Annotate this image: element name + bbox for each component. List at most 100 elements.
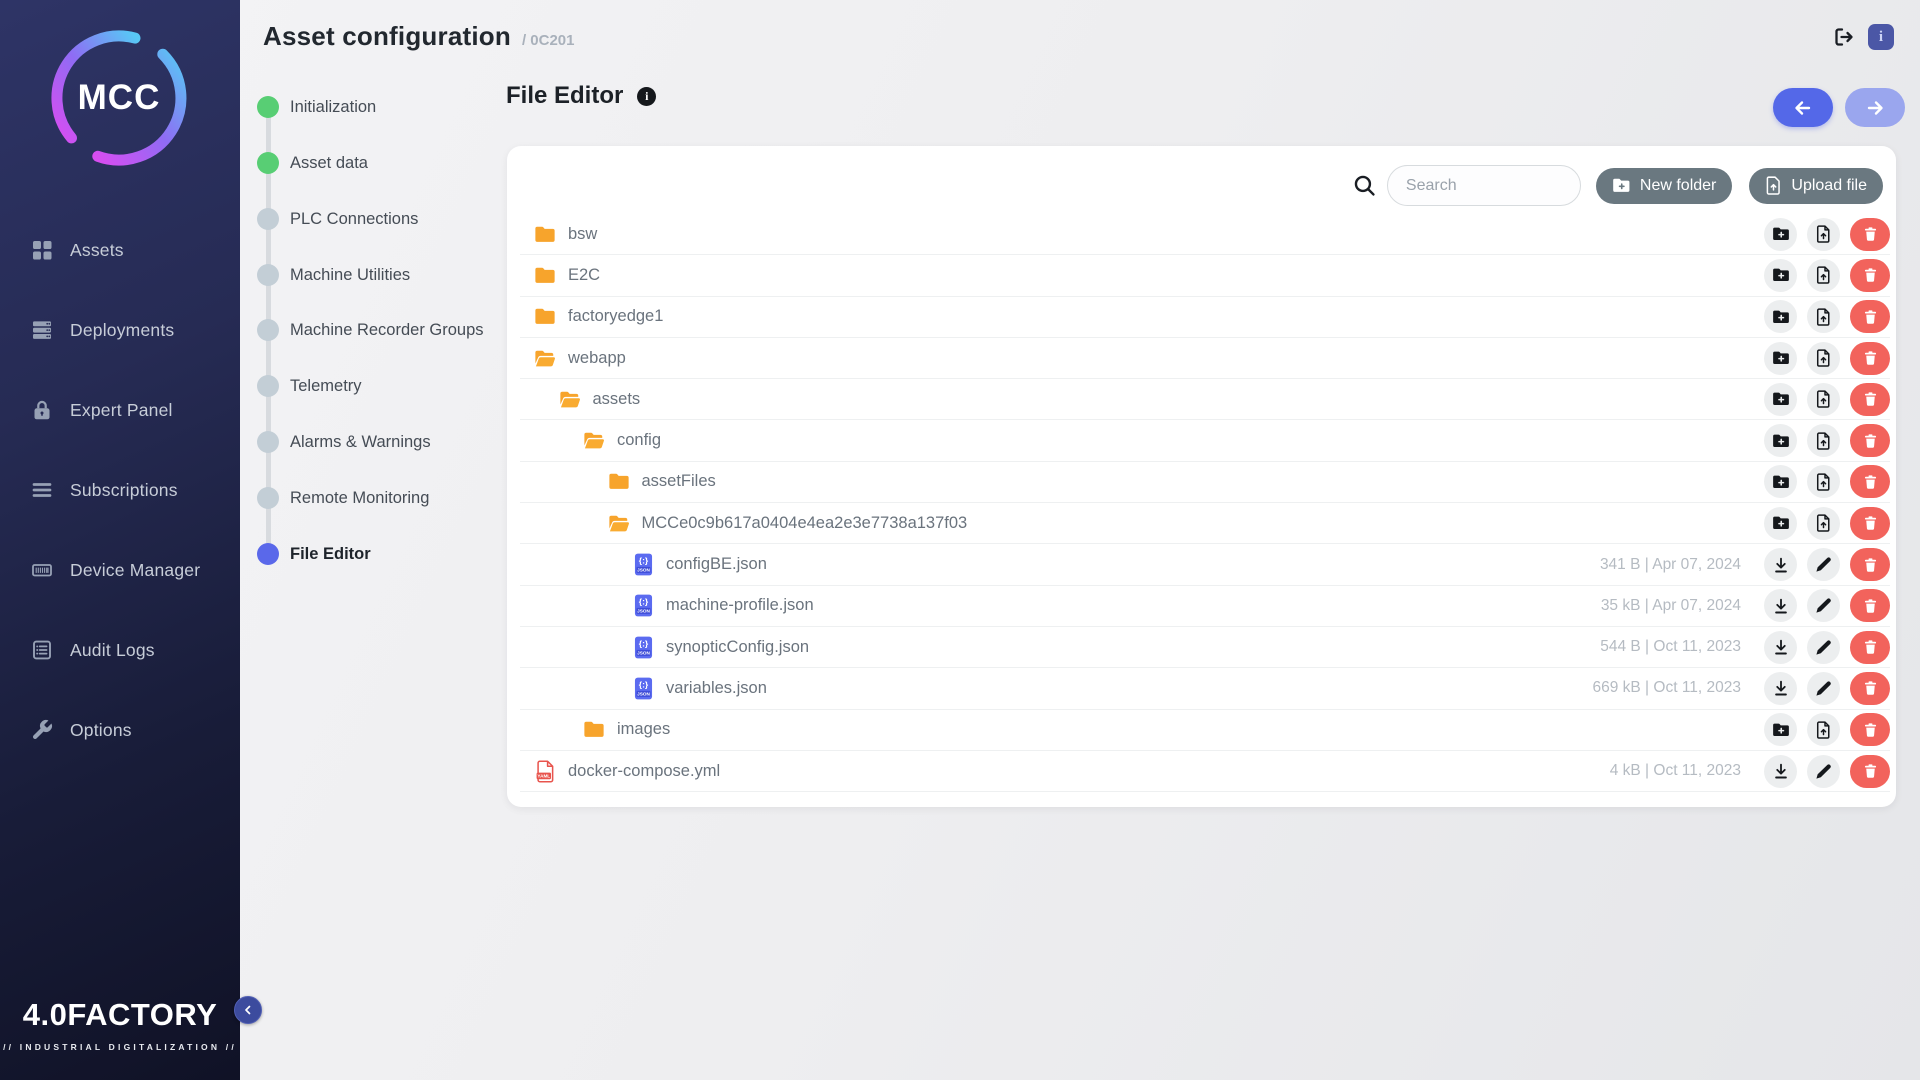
file-name[interactable]: assets — [592, 389, 641, 408]
file-name[interactable]: assetFiles — [641, 472, 716, 491]
delete-button[interactable] — [1850, 548, 1890, 582]
edit-button[interactable] — [1807, 589, 1840, 623]
json-file-icon: {:} JSON — [632, 635, 654, 659]
upload-to-folder-button[interactable] — [1807, 382, 1840, 416]
row-actions — [1754, 465, 1890, 499]
file-name[interactable]: configBE.json — [666, 555, 767, 574]
step-asset-data[interactable]: Asset data — [257, 152, 368, 174]
edit-button[interactable] — [1807, 754, 1840, 788]
add-subfolder-button[interactable] — [1764, 382, 1797, 416]
upload-to-folder-button[interactable] — [1807, 713, 1840, 747]
yaml-file-icon: YAML — [534, 759, 556, 783]
sidebar-item-deployments[interactable]: Deployments — [0, 308, 240, 352]
download-button[interactable] — [1764, 671, 1797, 705]
folder-plus-icon — [1772, 351, 1789, 365]
delete-button[interactable] — [1850, 258, 1890, 292]
step-remote-monitoring[interactable]: Remote Monitoring — [257, 487, 429, 509]
delete-button[interactable] — [1850, 754, 1890, 788]
file-upload-icon — [1816, 721, 1830, 739]
step-dot — [257, 96, 279, 118]
delete-button[interactable] — [1850, 465, 1890, 499]
step-dot — [257, 208, 279, 230]
sidebar-item-subscriptions[interactable]: Subscriptions — [0, 468, 240, 512]
edit-button[interactable] — [1807, 630, 1840, 664]
step-file-editor[interactable]: File Editor — [257, 543, 371, 565]
add-subfolder-button[interactable] — [1764, 300, 1797, 334]
next-step-button[interactable] — [1845, 88, 1905, 127]
add-subfolder-button[interactable] — [1764, 341, 1797, 375]
step-machine-utilities[interactable]: Machine Utilities — [257, 264, 410, 286]
file-name[interactable]: MCCe0c9b617a0404e4ea2e3e7738a137f03 — [641, 513, 968, 532]
step-plc-connections[interactable]: PLC Connections — [257, 208, 418, 230]
file-row: {:} JSON YAML machine-profile.json 35 kB… — [520, 586, 1890, 627]
add-subfolder-button[interactable] — [1764, 713, 1797, 747]
file-name[interactable]: synopticConfig.json — [666, 637, 810, 656]
delete-button[interactable] — [1850, 506, 1890, 540]
file-name[interactable]: config — [617, 431, 662, 450]
step-telemetry[interactable]: Telemetry — [257, 375, 362, 397]
delete-button[interactable] — [1850, 382, 1890, 416]
svg-text:{:}: {:} — [638, 679, 648, 689]
file-name[interactable]: machine-profile.json — [666, 596, 814, 615]
sidebar-item-options[interactable]: Options — [0, 708, 240, 752]
upload-to-folder-button[interactable] — [1807, 258, 1840, 292]
step-alarms-warnings[interactable]: Alarms & Warnings — [257, 431, 431, 453]
file-name[interactable]: factoryedge1 — [568, 307, 664, 326]
delete-button[interactable] — [1850, 713, 1890, 747]
download-button[interactable] — [1764, 630, 1797, 664]
download-button[interactable] — [1764, 589, 1797, 623]
upload-to-folder-button[interactable] — [1807, 341, 1840, 375]
upload-to-folder-button[interactable] — [1807, 217, 1840, 251]
sidebar-collapse-button[interactable] — [234, 996, 262, 1024]
sidebar-item-assets[interactable]: Assets — [0, 228, 240, 272]
logout-button[interactable] — [1831, 24, 1857, 50]
step-machine-recorder-groups[interactable]: Machine Recorder Groups — [257, 319, 484, 341]
file-name[interactable]: bsw — [568, 224, 598, 243]
arrow-right-icon — [1867, 100, 1883, 115]
edit-button[interactable] — [1807, 671, 1840, 705]
file-row: {:} JSON YAML docker-compose.yml 4 kB | … — [520, 751, 1890, 793]
file-name[interactable]: E2C — [568, 265, 601, 284]
upload-to-folder-button[interactable] — [1807, 424, 1840, 458]
delete-button[interactable] — [1850, 300, 1890, 334]
upload-to-folder-button[interactable] — [1807, 506, 1840, 540]
edit-button[interactable] — [1807, 548, 1840, 582]
add-subfolder-button[interactable] — [1764, 217, 1797, 251]
file-name[interactable]: images — [617, 720, 671, 739]
delete-button[interactable] — [1850, 630, 1890, 664]
upload-to-folder-button[interactable] — [1807, 300, 1840, 334]
search-input[interactable] — [1386, 165, 1581, 206]
step-initialization[interactable]: Initialization — [257, 96, 376, 118]
sidebar-item-label: Options — [70, 719, 132, 740]
folder-icon — [534, 222, 556, 246]
section-info-icon[interactable]: i — [637, 86, 657, 106]
folder-plus-icon — [1772, 723, 1789, 736]
delete-button[interactable] — [1850, 671, 1890, 705]
download-button[interactable] — [1764, 548, 1797, 582]
add-subfolder-button[interactable] — [1764, 424, 1797, 458]
file-name[interactable]: webapp — [568, 348, 626, 367]
svg-text:JSON: JSON — [637, 691, 650, 696]
file-meta: 35 kB | Apr 07, 2024 — [1600, 596, 1741, 614]
delete-button[interactable] — [1850, 217, 1890, 251]
file-name[interactable]: docker-compose.yml — [568, 761, 721, 780]
delete-button[interactable] — [1850, 424, 1890, 458]
sidebar-item-audit-logs[interactable]: Audit Logs — [0, 628, 240, 672]
delete-button[interactable] — [1850, 589, 1890, 623]
download-button[interactable] — [1764, 754, 1797, 788]
add-subfolder-button[interactable] — [1764, 465, 1797, 499]
upload-to-folder-button[interactable] — [1807, 465, 1840, 499]
upload-file-button[interactable]: Upload file — [1749, 167, 1883, 204]
file-name[interactable]: variables.json — [666, 678, 767, 697]
delete-button[interactable] — [1850, 341, 1890, 375]
sidebar-item-device-manager[interactable]: Device Manager — [0, 548, 240, 592]
previous-step-button[interactable] — [1773, 88, 1833, 127]
sidebar-item-expert-panel[interactable]: Expert Panel — [0, 388, 240, 432]
sidebar-item-label: Subscriptions — [70, 479, 178, 500]
add-subfolder-button[interactable] — [1764, 258, 1797, 292]
file-row: {:} JSON YAML factoryedge1 — [520, 297, 1890, 338]
info-button[interactable]: i — [1868, 24, 1894, 50]
search-icon-button[interactable] — [1352, 173, 1378, 199]
add-subfolder-button[interactable] — [1764, 506, 1797, 540]
new-folder-button[interactable]: New folder — [1595, 167, 1733, 204]
